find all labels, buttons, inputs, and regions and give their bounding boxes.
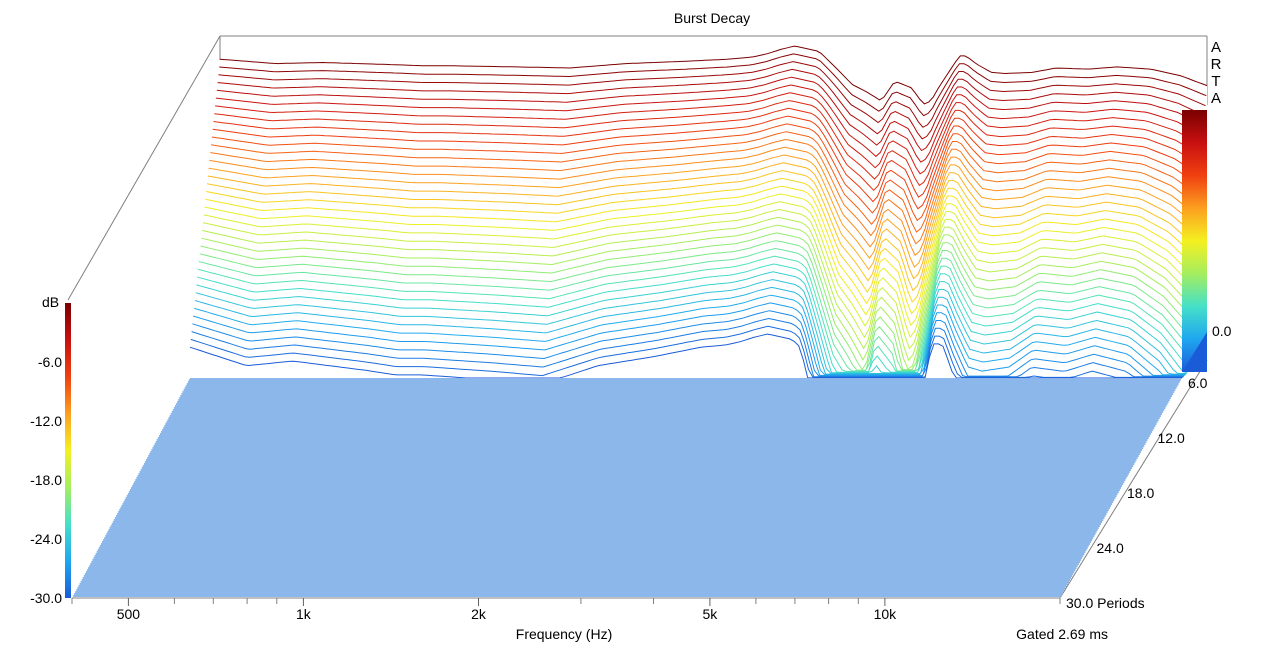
x-tick-label: 10k	[874, 606, 898, 622]
decay-slice	[195, 279, 1187, 374]
decay-slice	[199, 240, 1191, 371]
decay-slice	[197, 255, 1190, 372]
front-decay-floor	[72, 377, 1182, 599]
decay-slice	[201, 224, 1192, 370]
right-db-label: 0.0	[1212, 323, 1232, 339]
x-tick-label: 5k	[703, 606, 719, 622]
decay-slices	[189, 45, 1208, 379]
left-colorbar	[65, 303, 71, 598]
decay-slice	[217, 68, 1206, 140]
decay-slice	[204, 193, 1195, 327]
decay-slice	[207, 162, 1198, 280]
decay-slice	[206, 177, 1196, 303]
brand-letter: A	[1211, 39, 1221, 56]
x-axis-label: Frequency (Hz)	[516, 626, 612, 642]
y-tick-label: -24.0	[30, 531, 62, 547]
decay-slice	[194, 286, 1187, 375]
decay-slice	[216, 76, 1205, 152]
y-tick-label: -6.0	[38, 354, 62, 370]
y-axis-ticks: -6.0 -12.0 -18.0 -24.0 -30.0	[30, 354, 62, 606]
decay-slice	[218, 61, 1206, 128]
x-tick-label: 2k	[471, 606, 487, 622]
box-right-diagonal	[1059, 359, 1208, 599]
y-axis-unit: dB	[42, 294, 59, 310]
decay-slice	[203, 201, 1194, 338]
decay-slice	[212, 115, 1202, 210]
y-tick-label: -18.0	[30, 472, 62, 488]
brand-letter: T	[1211, 73, 1220, 90]
z-tick-label: 24.0	[1097, 540, 1124, 556]
decay-slice	[213, 107, 1202, 198]
right-colorbar-tip	[1182, 332, 1207, 372]
decay-slice	[193, 294, 1186, 376]
x-tick-label: 1k	[296, 606, 312, 622]
decay-slice	[219, 45, 1208, 105]
decay-slice	[206, 170, 1197, 292]
chart-title: Burst Decay	[674, 10, 750, 26]
z-tick-label: 18.0	[1127, 485, 1154, 501]
decay-slice	[214, 100, 1203, 187]
box-left-diagonal	[67, 35, 221, 301]
decay-slice	[192, 310, 1184, 377]
decay-slice	[210, 138, 1200, 245]
decay-slice	[219, 53, 1207, 117]
y-tick-label: -30.0	[30, 590, 62, 606]
decay-slice	[200, 232, 1192, 371]
z-tick-label: 12.0	[1158, 430, 1185, 446]
decay-slice	[215, 92, 1204, 175]
decay-slice	[211, 123, 1201, 222]
x-axis-ticks: 500 1k 2k 5k 10k	[71, 598, 1061, 622]
decay-slice	[202, 216, 1193, 362]
right-colorbar	[1182, 110, 1207, 372]
z-tick-label: 30.0 Periods	[1066, 595, 1145, 611]
decay-slice	[202, 208, 1194, 350]
z-tick-label: 6.0	[1188, 375, 1208, 391]
decay-slice	[208, 154, 1198, 268]
brand-letter: A	[1211, 90, 1221, 107]
decay-slice	[205, 185, 1196, 315]
decay-slice	[193, 302, 1185, 376]
decay-slice	[198, 247, 1190, 372]
decay-slice	[209, 146, 1199, 257]
y-tick-label: -12.0	[30, 413, 62, 429]
decay-slice	[191, 317, 1184, 378]
decay-slice	[189, 333, 1182, 379]
decay-slice	[211, 131, 1200, 233]
decay-slice	[215, 84, 1204, 163]
brand-letter: R	[1211, 56, 1222, 73]
decay-slice	[196, 271, 1188, 374]
x-tick-label: 500	[117, 606, 141, 622]
z-axis-ticks: 6.0 12.0 18.0 24.0 30.0 Periods	[1066, 375, 1208, 611]
decay-slice	[190, 325, 1183, 378]
gated-note: Gated 2.69 ms	[1016, 626, 1108, 642]
decay-slice	[197, 263, 1189, 373]
